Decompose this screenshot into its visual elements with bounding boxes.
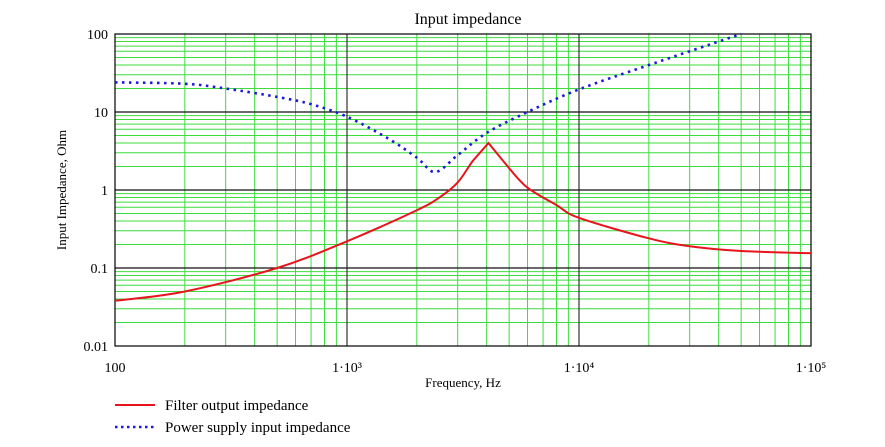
chart-title: Input impedance [414, 11, 521, 28]
y-tick-label: 0.1 [91, 262, 109, 277]
y-tick-label: 100 [87, 28, 108, 43]
y-axis-label: Input Impedance, Ohm [54, 130, 69, 250]
x-tick-labels: 100 1·10³ 1·10⁴ 1·10⁵ [105, 361, 827, 376]
series-filter-output-line [114, 141, 812, 302]
major-grid [115, 34, 811, 346]
x-tick-label: 1·10⁵ [796, 361, 827, 376]
plot-frame [114, 33, 812, 347]
legend-label-power: Power supply input impedance [165, 420, 351, 436]
y-tick-label: 10 [94, 106, 108, 121]
y-tick-label: 1 [101, 184, 108, 199]
x-tick-label: 100 [105, 361, 126, 376]
x-tick-label: 1·10⁴ [564, 361, 595, 376]
legend-label-filter: Filter output impedance [165, 398, 309, 414]
series-power-supply-line [114, 32, 742, 174]
x-tick-label: 1·10³ [332, 361, 362, 376]
y-tick-label: 0.01 [84, 340, 109, 355]
legend: Filter output impedance Power supply inp… [115, 398, 351, 436]
series-layer [114, 32, 812, 302]
x-axis-label: Frequency, Hz [425, 375, 501, 390]
y-tick-labels: 100 10 1 0.1 0.01 [84, 28, 109, 355]
